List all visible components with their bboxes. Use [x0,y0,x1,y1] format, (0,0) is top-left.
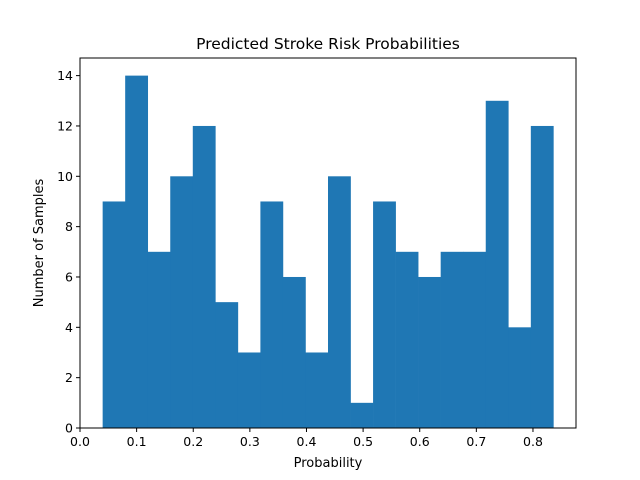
x-tick-label: 0.6 [410,434,430,449]
x-tick-label: 0.5 [353,434,373,449]
x-tick-label: 0.2 [183,434,203,449]
x-tick-label: 0.0 [70,434,90,449]
x-tick-label: 0.8 [523,434,543,449]
x-tick-label: 0.3 [240,434,260,449]
histogram-bar [170,176,194,428]
histogram-bar [147,251,171,428]
x-axis-label: Probability [294,456,363,471]
histogram-bar [282,276,306,428]
y-tick-label: 2 [65,370,73,385]
histogram-bar [373,201,396,428]
chart-title: Predicted Stroke Risk Probabilities [196,35,460,53]
histogram-bar [237,352,261,428]
x-tick-label: 0.7 [466,434,486,449]
histogram-bar [125,75,149,429]
plot-frame [79,57,577,429]
y-axis-label: Number of Samples [32,179,47,308]
x-axis-ticks: 0.0 0.1 0.2 0.3 0.4 0.5 0.6 0.7 0.8 [70,428,543,449]
y-tick-label: 8 [65,219,73,234]
histogram-bar [530,125,554,429]
y-tick-label: 4 [65,320,73,335]
histogram-bar [260,201,284,428]
histogram-bar [463,251,487,428]
y-tick-label: 6 [65,269,73,284]
y-tick-label: 0 [65,421,73,436]
histogram-bar [215,302,239,428]
histogram-bar [485,100,509,428]
histogram-bar [350,402,374,428]
histogram-bar [102,201,126,428]
histogram-bar [440,251,464,428]
histogram-bar [328,176,351,428]
y-tick-label: 10 [57,169,73,184]
histogram-bar [395,251,419,428]
histogram-bar [305,352,329,428]
bars-layer [102,75,554,429]
y-tick-label: 14 [57,68,73,83]
x-tick-label: 0.1 [127,434,147,449]
y-tick-label: 12 [57,118,73,133]
x-tick-label: 0.4 [297,434,317,449]
histogram-bar [508,327,532,428]
histogram-bar [418,276,441,428]
y-axis-ticks: 0 2 4 6 8 10 12 14 [57,68,80,436]
histogram-bar [192,125,216,429]
